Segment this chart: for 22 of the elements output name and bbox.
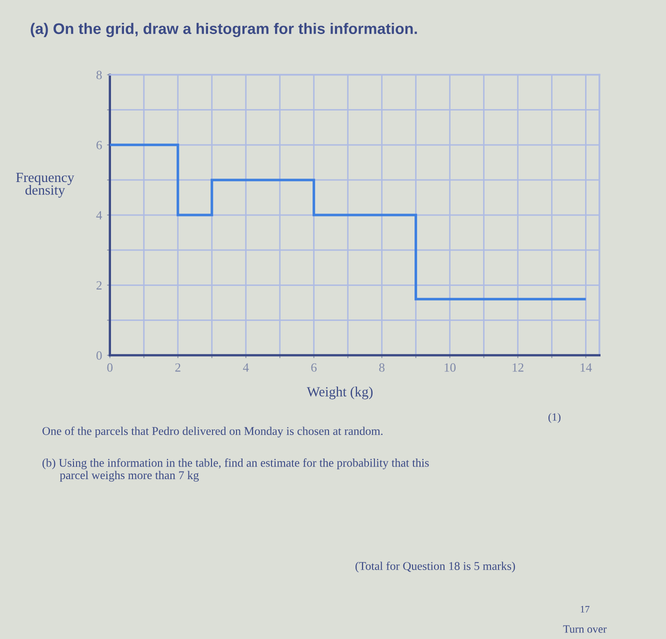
chart-title: (a) On the grid, draw a histogram for this information. — [30, 22, 417, 38]
x-tick-label: 0 — [107, 363, 113, 372]
text: 17 — [580, 606, 590, 612]
y-axis-title: Frequency density — [16, 172, 74, 198]
text: (b) Using the information in the table, find an estimate for the probability that this parcel weighs more than 7 kg — [42, 458, 429, 482]
text: (1) — [548, 412, 560, 424]
y-tick-label: 6 — [96, 140, 102, 150]
y-tick-label: 2 — [96, 281, 102, 290]
y-tick-label: 8 — [96, 70, 102, 80]
x-tick-label: 10 — [444, 363, 456, 372]
y-tick-label: 4 — [96, 211, 102, 220]
x-tick-label: 2 — [175, 363, 180, 372]
text: Turn over — [563, 625, 607, 633]
x-tick-label: 8 — [379, 363, 384, 372]
y-tick-label: 0 — [96, 351, 102, 360]
text: (Total for Question 18 is 5 marks) — [356, 562, 515, 572]
text: One of the parcels that Pedro delivered on Monday is chosen at random. — [42, 426, 382, 438]
x-tick-label: 14 — [580, 363, 592, 372]
x-tick-label: 4 — [242, 363, 249, 372]
x-tick-label: 12 — [512, 363, 524, 372]
x-tick-label: 6 — [311, 363, 317, 372]
x-axis-title: Weight (kg) — [306, 386, 373, 400]
